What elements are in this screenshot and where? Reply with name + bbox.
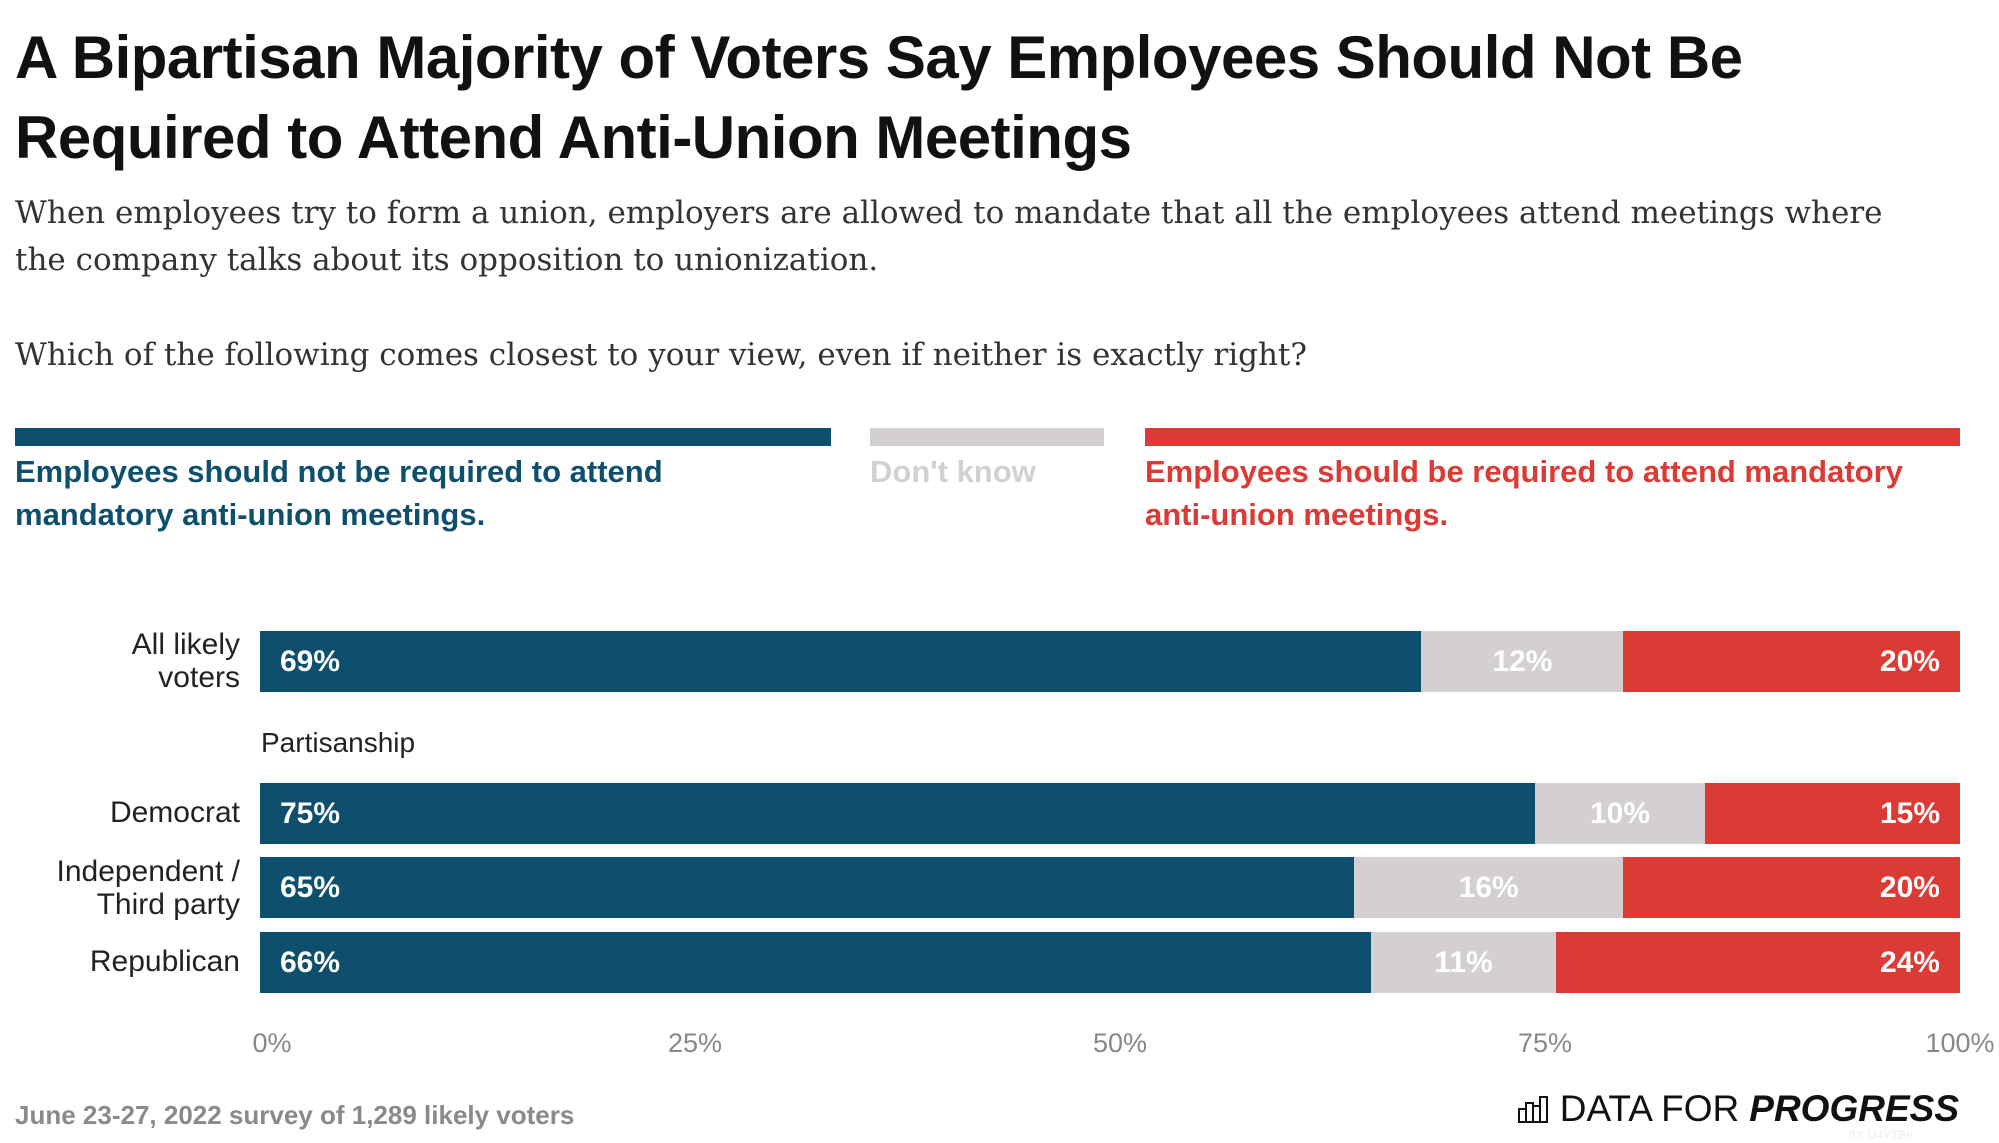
data-label: 75% [280,796,341,830]
legend-swatch-required [1145,428,1960,446]
chart-id: ID: U4YTB9 [1848,1128,1913,1142]
bar-democrat: 75% 10% 15% [260,783,1960,844]
data-label: 20% [1879,870,1940,904]
logo-text-light: DATA FOR [1559,1088,1740,1129]
bar-segment-dont-know: 16% [1354,857,1624,918]
legend-swatch-not-required [15,428,831,446]
row-label-democrat: Democrat [109,796,240,829]
bar-chart-icon [1517,1096,1548,1123]
x-tick-50: 50% [1092,1028,1148,1058]
footer-source: June 23-27, 2022 survey of 1,289 likely … [15,1100,575,1130]
bar-segment-required: 20% [1623,631,1960,692]
data-label: 65% [280,870,341,904]
bar-segment-not-required: 65% [260,857,1355,918]
logo: DATA FOR PROGRESS [1517,1088,1959,1130]
legend-label-not-required: Employees should not be required to atte… [15,454,663,532]
data-label: 15% [1879,796,1940,830]
bar-independent-third-party: 65% 16% 20% [260,857,1960,918]
bar-segment-required: 15% [1705,783,1960,844]
bar-segment-not-required: 75% [260,783,1535,844]
legend-label-dont-know: Don't know [870,454,1036,489]
bar-republican: 66% 11% 24% [260,932,1960,993]
data-label: 12% [1492,644,1553,678]
bar-segment-dont-know: 11% [1370,932,1557,993]
data-label: 16% [1458,870,1519,904]
x-tick-0: 0% [252,1028,292,1058]
data-label: 10% [1589,796,1651,830]
legend-label-required: Employees should be required to attend m… [1145,454,1903,532]
x-tick-75: 75% [1517,1028,1573,1058]
x-tick-100: 100% [1925,1028,1995,1058]
bar-segment-dont-know: 10% [1535,783,1705,844]
bar-all-likely-voters: 69% 12% 20% [260,631,1960,692]
data-label: 11% [1434,945,1493,979]
data-label: 24% [1879,945,1940,979]
chart-subtitle: When employees try to form a union, empl… [15,195,1883,278]
data-label: 69% [280,644,341,678]
bar-segment-not-required: 69% [260,631,1422,692]
row-label-republican: Republican [89,945,240,978]
data-label: 20% [1879,644,1940,678]
bar-segment-required: 24% [1556,932,1960,993]
survey-question: Which of the following comes closest to … [15,337,1307,373]
logo-text-bold: PROGRESS [1749,1088,1959,1129]
legend-swatch-dont-know [870,428,1104,446]
bar-segment-not-required: 66% [260,932,1371,993]
chart-title: A Bipartisan Majority of Voters Say Empl… [15,24,1743,171]
group-label-partisanship: Partisanship [261,727,416,758]
x-tick-25: 25% [667,1028,723,1058]
bar-segment-dont-know: 12% [1421,631,1624,692]
row-label-independent: Independent / Third party [56,855,240,921]
data-label: 66% [280,945,341,979]
bar-segment-required: 20% [1623,857,1960,918]
row-label-all-likely-voters: All likely voters [131,628,240,694]
